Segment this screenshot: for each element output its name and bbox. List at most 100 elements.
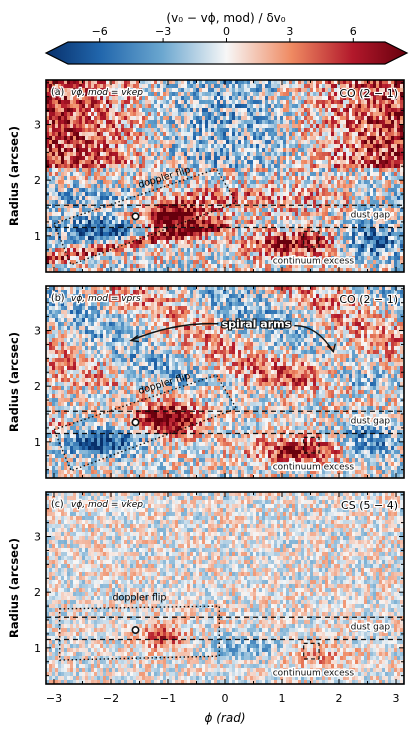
heat-cell bbox=[178, 216, 182, 221]
heat-cell bbox=[172, 112, 176, 117]
heat-cell bbox=[352, 108, 356, 113]
heat-cell bbox=[187, 164, 191, 169]
heat-cell bbox=[259, 180, 263, 185]
heat-cell bbox=[166, 100, 170, 105]
heat-cell bbox=[346, 132, 350, 137]
heat-cell bbox=[289, 188, 293, 193]
heat-cell bbox=[181, 200, 185, 205]
heat-cell bbox=[259, 132, 263, 137]
heat-cell bbox=[298, 132, 302, 137]
heat-cell bbox=[367, 124, 371, 129]
heat-cell bbox=[70, 240, 74, 245]
heat-cell bbox=[262, 144, 266, 149]
heat-cell bbox=[139, 216, 143, 221]
heat-cell bbox=[91, 92, 95, 97]
heat-cell bbox=[370, 148, 374, 153]
heat-cell bbox=[85, 148, 89, 153]
heat-cell bbox=[169, 244, 173, 249]
heat-cell bbox=[79, 160, 83, 165]
heat-cell bbox=[400, 168, 404, 173]
heat-cell bbox=[169, 152, 173, 157]
heat-cell bbox=[55, 164, 59, 169]
heat-cell bbox=[145, 104, 149, 109]
heat-cell bbox=[88, 232, 92, 237]
heat-cell bbox=[46, 128, 50, 133]
heat-cell bbox=[121, 184, 125, 189]
heat-cell bbox=[124, 196, 128, 201]
heat-cell bbox=[217, 224, 221, 229]
heat-cell bbox=[181, 144, 185, 149]
heat-cell bbox=[400, 156, 404, 161]
heat-cell bbox=[298, 232, 302, 237]
heat-cell bbox=[244, 220, 248, 225]
heat-cell bbox=[286, 132, 290, 137]
heat-cell bbox=[223, 112, 227, 117]
heat-cell bbox=[178, 236, 182, 241]
heat-cell bbox=[118, 204, 122, 209]
heat-cell bbox=[151, 208, 155, 213]
heat-cell bbox=[76, 120, 80, 125]
heat-cell bbox=[100, 156, 104, 161]
heat-cell bbox=[166, 140, 170, 145]
heat-cell bbox=[238, 192, 242, 197]
heat-cell bbox=[211, 200, 215, 205]
heat-cell bbox=[202, 180, 206, 185]
heat-cell bbox=[97, 156, 101, 161]
heat-cell bbox=[349, 128, 353, 133]
heat-cell bbox=[97, 240, 101, 245]
heat-cell bbox=[199, 92, 203, 97]
heat-cell bbox=[52, 172, 56, 177]
heat-cell bbox=[112, 180, 116, 185]
heat-cell bbox=[400, 96, 404, 101]
heat-cell bbox=[238, 100, 242, 105]
heat-cell bbox=[367, 104, 371, 109]
heat-cell bbox=[370, 152, 374, 157]
heat-cell bbox=[163, 128, 167, 133]
heat-cell bbox=[181, 140, 185, 145]
heat-cell bbox=[325, 96, 329, 101]
heat-cell bbox=[235, 164, 239, 169]
heat-cell bbox=[262, 240, 266, 245]
heat-cell bbox=[295, 192, 299, 197]
heat-cell bbox=[67, 112, 71, 117]
heat-cell bbox=[214, 128, 218, 133]
heat-cell bbox=[244, 188, 248, 193]
heat-cell bbox=[364, 220, 368, 225]
heat-cell bbox=[346, 212, 350, 217]
heat-cell bbox=[211, 116, 215, 121]
heat-cell bbox=[109, 236, 113, 241]
heat-cell bbox=[238, 172, 242, 177]
heat-cell bbox=[265, 100, 269, 105]
heat-cell bbox=[256, 92, 260, 97]
heat-cell bbox=[49, 112, 53, 117]
heat-cell bbox=[124, 180, 128, 185]
heat-cell bbox=[97, 216, 101, 221]
heat-cell bbox=[142, 168, 146, 173]
heat-cell bbox=[91, 184, 95, 189]
heat-cell bbox=[208, 236, 212, 241]
heat-cell bbox=[292, 144, 296, 149]
heat-cell bbox=[112, 204, 116, 209]
heat-cell bbox=[307, 204, 311, 209]
heat-cell bbox=[295, 112, 299, 117]
heat-cell bbox=[85, 136, 89, 141]
heat-cell bbox=[106, 236, 110, 241]
heat-cell bbox=[106, 220, 110, 225]
heat-cell bbox=[214, 212, 218, 217]
heat-cell bbox=[49, 192, 53, 197]
heat-cell bbox=[55, 156, 59, 161]
heat-cell bbox=[382, 204, 386, 209]
heat-cell bbox=[319, 168, 323, 173]
heat-cell bbox=[400, 112, 404, 117]
heat-cell bbox=[244, 212, 248, 217]
heat-cell bbox=[376, 204, 380, 209]
heat-cell bbox=[274, 220, 278, 225]
heat-cell bbox=[289, 164, 293, 169]
heat-cell bbox=[259, 200, 263, 205]
heat-cell bbox=[373, 132, 377, 137]
heat-cell bbox=[67, 192, 71, 197]
heat-cell bbox=[187, 80, 191, 85]
heat-cell bbox=[277, 80, 281, 85]
heat-cell bbox=[172, 80, 176, 85]
heat-cell bbox=[328, 232, 332, 237]
